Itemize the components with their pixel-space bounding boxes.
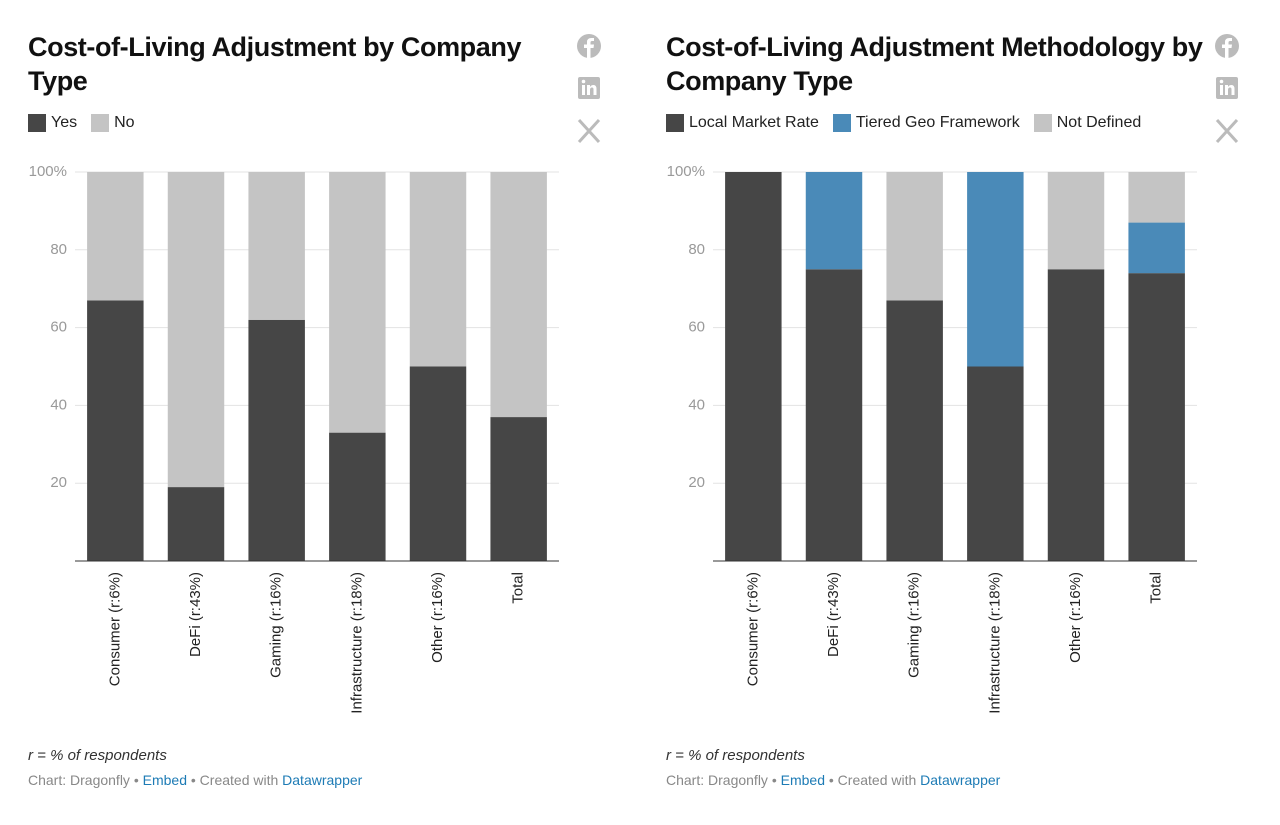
x-tick-label: Infrastructure (r:18%) — [348, 572, 365, 714]
bar-segment — [329, 432, 386, 561]
bar-segment — [490, 172, 547, 418]
x-tick-label: Total — [510, 572, 527, 604]
legend-swatch — [832, 114, 851, 132]
linkedin-glyph — [1225, 85, 1235, 95]
tool-link[interactable]: Datawrapper — [282, 772, 363, 788]
legend-label: No — [114, 114, 135, 131]
credit: Chart: Dragonfly • Embed • Created with … — [666, 772, 1000, 788]
bar-segment — [1128, 222, 1185, 274]
legend-swatch — [666, 114, 684, 132]
credit-created: Created with — [199, 772, 279, 788]
x-tick-label: Gaming (r:16%) — [268, 572, 285, 678]
bar-segment — [490, 417, 547, 561]
credit-separator: • — [828, 772, 834, 788]
credit-source: Chart: Dragonfly — [666, 772, 768, 788]
legend-item: Tiered Geo Framework — [832, 114, 1020, 132]
footnote: r = % of respondents — [666, 747, 805, 764]
x-icon[interactable] — [577, 118, 601, 144]
y-tick-label: 100% — [29, 163, 67, 180]
credit-source: Chart: Dragonfly — [28, 772, 130, 788]
y-tick-label: 100% — [667, 163, 705, 180]
bar-segment — [329, 172, 386, 433]
x-tick-label: Consumer (r:6%) — [744, 572, 761, 686]
legend-item: Not Defined — [1033, 114, 1142, 132]
bar-segment — [886, 172, 943, 301]
bar-segment — [87, 300, 144, 561]
x-tick-label: Consumer (r:6%) — [106, 572, 123, 686]
bar-segment — [725, 172, 782, 561]
facebook-glyph — [1222, 38, 1232, 58]
bar-segment — [1128, 273, 1185, 561]
chart-panel: Cost-of-Living Adjustment by Company Typ… — [28, 0, 628, 825]
x-tick-label: DeFi (r:43%) — [187, 572, 204, 657]
bar-segment — [967, 366, 1024, 561]
bar-segment — [409, 366, 467, 561]
y-tick-label: 40 — [50, 396, 67, 413]
linkedin-glyph — [587, 85, 597, 95]
linkedin-glyph — [1219, 79, 1224, 84]
legend-swatch — [91, 114, 110, 132]
legend-item: Local Market Rate — [666, 114, 819, 132]
bar-segment — [409, 172, 467, 367]
x-tick-label: Gaming (r:16%) — [906, 572, 923, 678]
legend: Yes No — [28, 114, 135, 132]
bar-segment — [248, 319, 305, 561]
bar-segment — [167, 172, 225, 488]
embed-link[interactable]: Embed — [142, 772, 187, 788]
linkedin-glyph — [1220, 85, 1223, 95]
bar-segment — [805, 269, 863, 561]
legend-item: No — [91, 114, 135, 132]
x-tick-label: Other (r:16%) — [429, 572, 446, 663]
y-tick-label: 60 — [688, 319, 705, 336]
credit-separator: • — [190, 772, 196, 788]
credit-separator: • — [133, 772, 139, 788]
linkedin-glyph — [582, 85, 585, 95]
bar-segment — [886, 300, 943, 561]
plot: 100% 80 60 40 20 Consumer (r:6%) DeFi (r:43%) G… — [29, 163, 559, 714]
y-tick-label: 40 — [688, 396, 705, 413]
chart-panel: Cost-of-Living Adjustment Methodology by… — [666, 0, 1266, 825]
tool-link[interactable]: Datawrapper — [920, 772, 1001, 788]
y-tick-label: 80 — [50, 241, 67, 258]
share-icons — [577, 34, 601, 144]
legend-swatch — [28, 114, 46, 132]
y-tick-label: 60 — [50, 319, 67, 336]
credit-separator: • — [771, 772, 777, 788]
legend-swatch — [1033, 114, 1052, 132]
legend-item: Yes — [28, 114, 77, 132]
share-icons — [1215, 34, 1239, 144]
plot: 100% 80 60 40 20 Consumer (r:6%) DeFi (r:43%) G… — [667, 163, 1197, 714]
legend-label: Yes — [51, 114, 78, 131]
credit-created: Created with — [837, 772, 917, 788]
facebook-glyph — [584, 38, 594, 58]
y-tick-label: 20 — [50, 474, 67, 491]
legend-label: Tiered Geo Framework — [855, 114, 1020, 131]
bar-segment — [87, 172, 144, 301]
bar-segment — [1047, 172, 1105, 270]
embed-link[interactable]: Embed — [780, 772, 825, 788]
chart-title: Cost-of-Living Adjustment Methodology by… — [666, 32, 1203, 96]
legend: Local Market Rate Tiered Geo Framework Not… — [666, 114, 1141, 132]
bar-segment — [248, 172, 305, 320]
bar-segment — [167, 487, 225, 561]
credit: Chart: Dragonfly • Embed • Created with … — [28, 772, 362, 788]
bar-segment — [967, 172, 1024, 367]
legend-label: Local Market Rate — [689, 114, 819, 131]
bar-segment — [805, 172, 863, 270]
x-icon[interactable] — [1215, 118, 1239, 144]
x-tick-label: Total — [1148, 572, 1165, 604]
y-tick-label: 20 — [688, 474, 705, 491]
chart-title: Cost-of-Living Adjustment by Company Typ… — [28, 32, 522, 96]
footnote: r = % of respondents — [28, 747, 167, 764]
x-tick-label: Other (r:16%) — [1067, 572, 1084, 663]
bar-segment — [1047, 269, 1105, 561]
x-tick-label: Infrastructure (r:18%) — [986, 572, 1003, 714]
legend-label: Not Defined — [1056, 114, 1142, 131]
y-tick-label: 80 — [688, 241, 705, 258]
x-tick-label: DeFi (r:43%) — [825, 572, 842, 657]
linkedin-glyph — [581, 79, 586, 84]
bar-segment — [1128, 172, 1185, 223]
